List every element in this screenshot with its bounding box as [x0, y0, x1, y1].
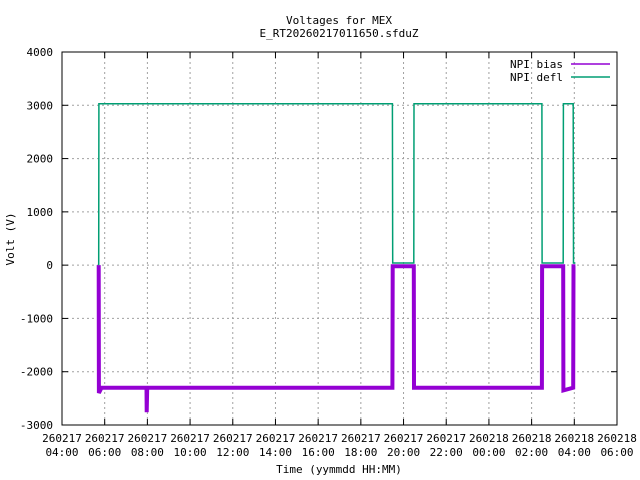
x-tick-date: 260217 — [426, 432, 466, 445]
chart-subtitle: E_RT20260217011650.sfduZ — [260, 27, 419, 40]
x-axis: 26021704:0026021706:0026021708:002602171… — [42, 52, 637, 459]
x-tick-date: 260217 — [384, 432, 424, 445]
x-tick-date: 260218 — [512, 432, 552, 445]
chart-title: Voltages for MEX — [286, 14, 392, 27]
x-tick-time: 06:00 — [88, 446, 121, 459]
y-tick-label: -2000 — [20, 366, 53, 379]
x-tick-date: 260217 — [128, 432, 168, 445]
legend-label: NPI defl — [510, 71, 563, 84]
y-tick-label: 4000 — [27, 46, 54, 59]
x-tick-date: 260217 — [170, 432, 210, 445]
x-tick-time: 04:00 — [558, 446, 591, 459]
y-tick-label: 3000 — [27, 99, 54, 112]
x-tick-time: 04:00 — [45, 446, 78, 459]
x-tick-date: 260218 — [554, 432, 594, 445]
x-tick-date: 260217 — [42, 432, 82, 445]
x-tick-time: 18:00 — [344, 446, 377, 459]
series-line — [96, 264, 576, 413]
y-axis-label: Volt (V) — [4, 213, 17, 266]
x-tick-date: 260217 — [213, 432, 253, 445]
x-axis-label: Time (yymmdd HH:MM) — [276, 463, 402, 476]
plot-border — [61, 51, 618, 426]
y-tick-label: 1000 — [27, 206, 54, 219]
x-tick-time: 10:00 — [174, 446, 207, 459]
x-tick-time: 12:00 — [216, 446, 249, 459]
x-tick-time: 16:00 — [302, 446, 335, 459]
x-tick-time: 14:00 — [259, 446, 292, 459]
grid-lines — [62, 52, 617, 425]
x-tick-date: 260217 — [85, 432, 125, 445]
series-line — [97, 102, 576, 266]
plot-series — [96, 102, 576, 413]
y-tick-label: -3000 — [20, 419, 53, 432]
legend-label: NPI bias — [510, 58, 563, 71]
x-tick-time: 20:00 — [387, 446, 420, 459]
y-axis: -3000 -2000 -1000 0 1000 2000 3000 4000 — [20, 46, 617, 432]
x-tick-date: 260217 — [341, 432, 381, 445]
x-tick-date: 260217 — [298, 432, 338, 445]
x-tick-time: 02:00 — [515, 446, 548, 459]
y-tick-label: 2000 — [27, 153, 54, 166]
x-tick-time: 00:00 — [472, 446, 505, 459]
x-tick-time: 06:00 — [600, 446, 633, 459]
x-tick-time: 22:00 — [430, 446, 463, 459]
x-tick-date: 260217 — [256, 432, 296, 445]
x-tick-date: 260218 — [597, 432, 637, 445]
y-tick-label: -1000 — [20, 312, 53, 325]
x-tick-time: 08:00 — [131, 446, 164, 459]
y-tick-label: 0 — [46, 259, 53, 272]
x-tick-date: 260218 — [469, 432, 509, 445]
